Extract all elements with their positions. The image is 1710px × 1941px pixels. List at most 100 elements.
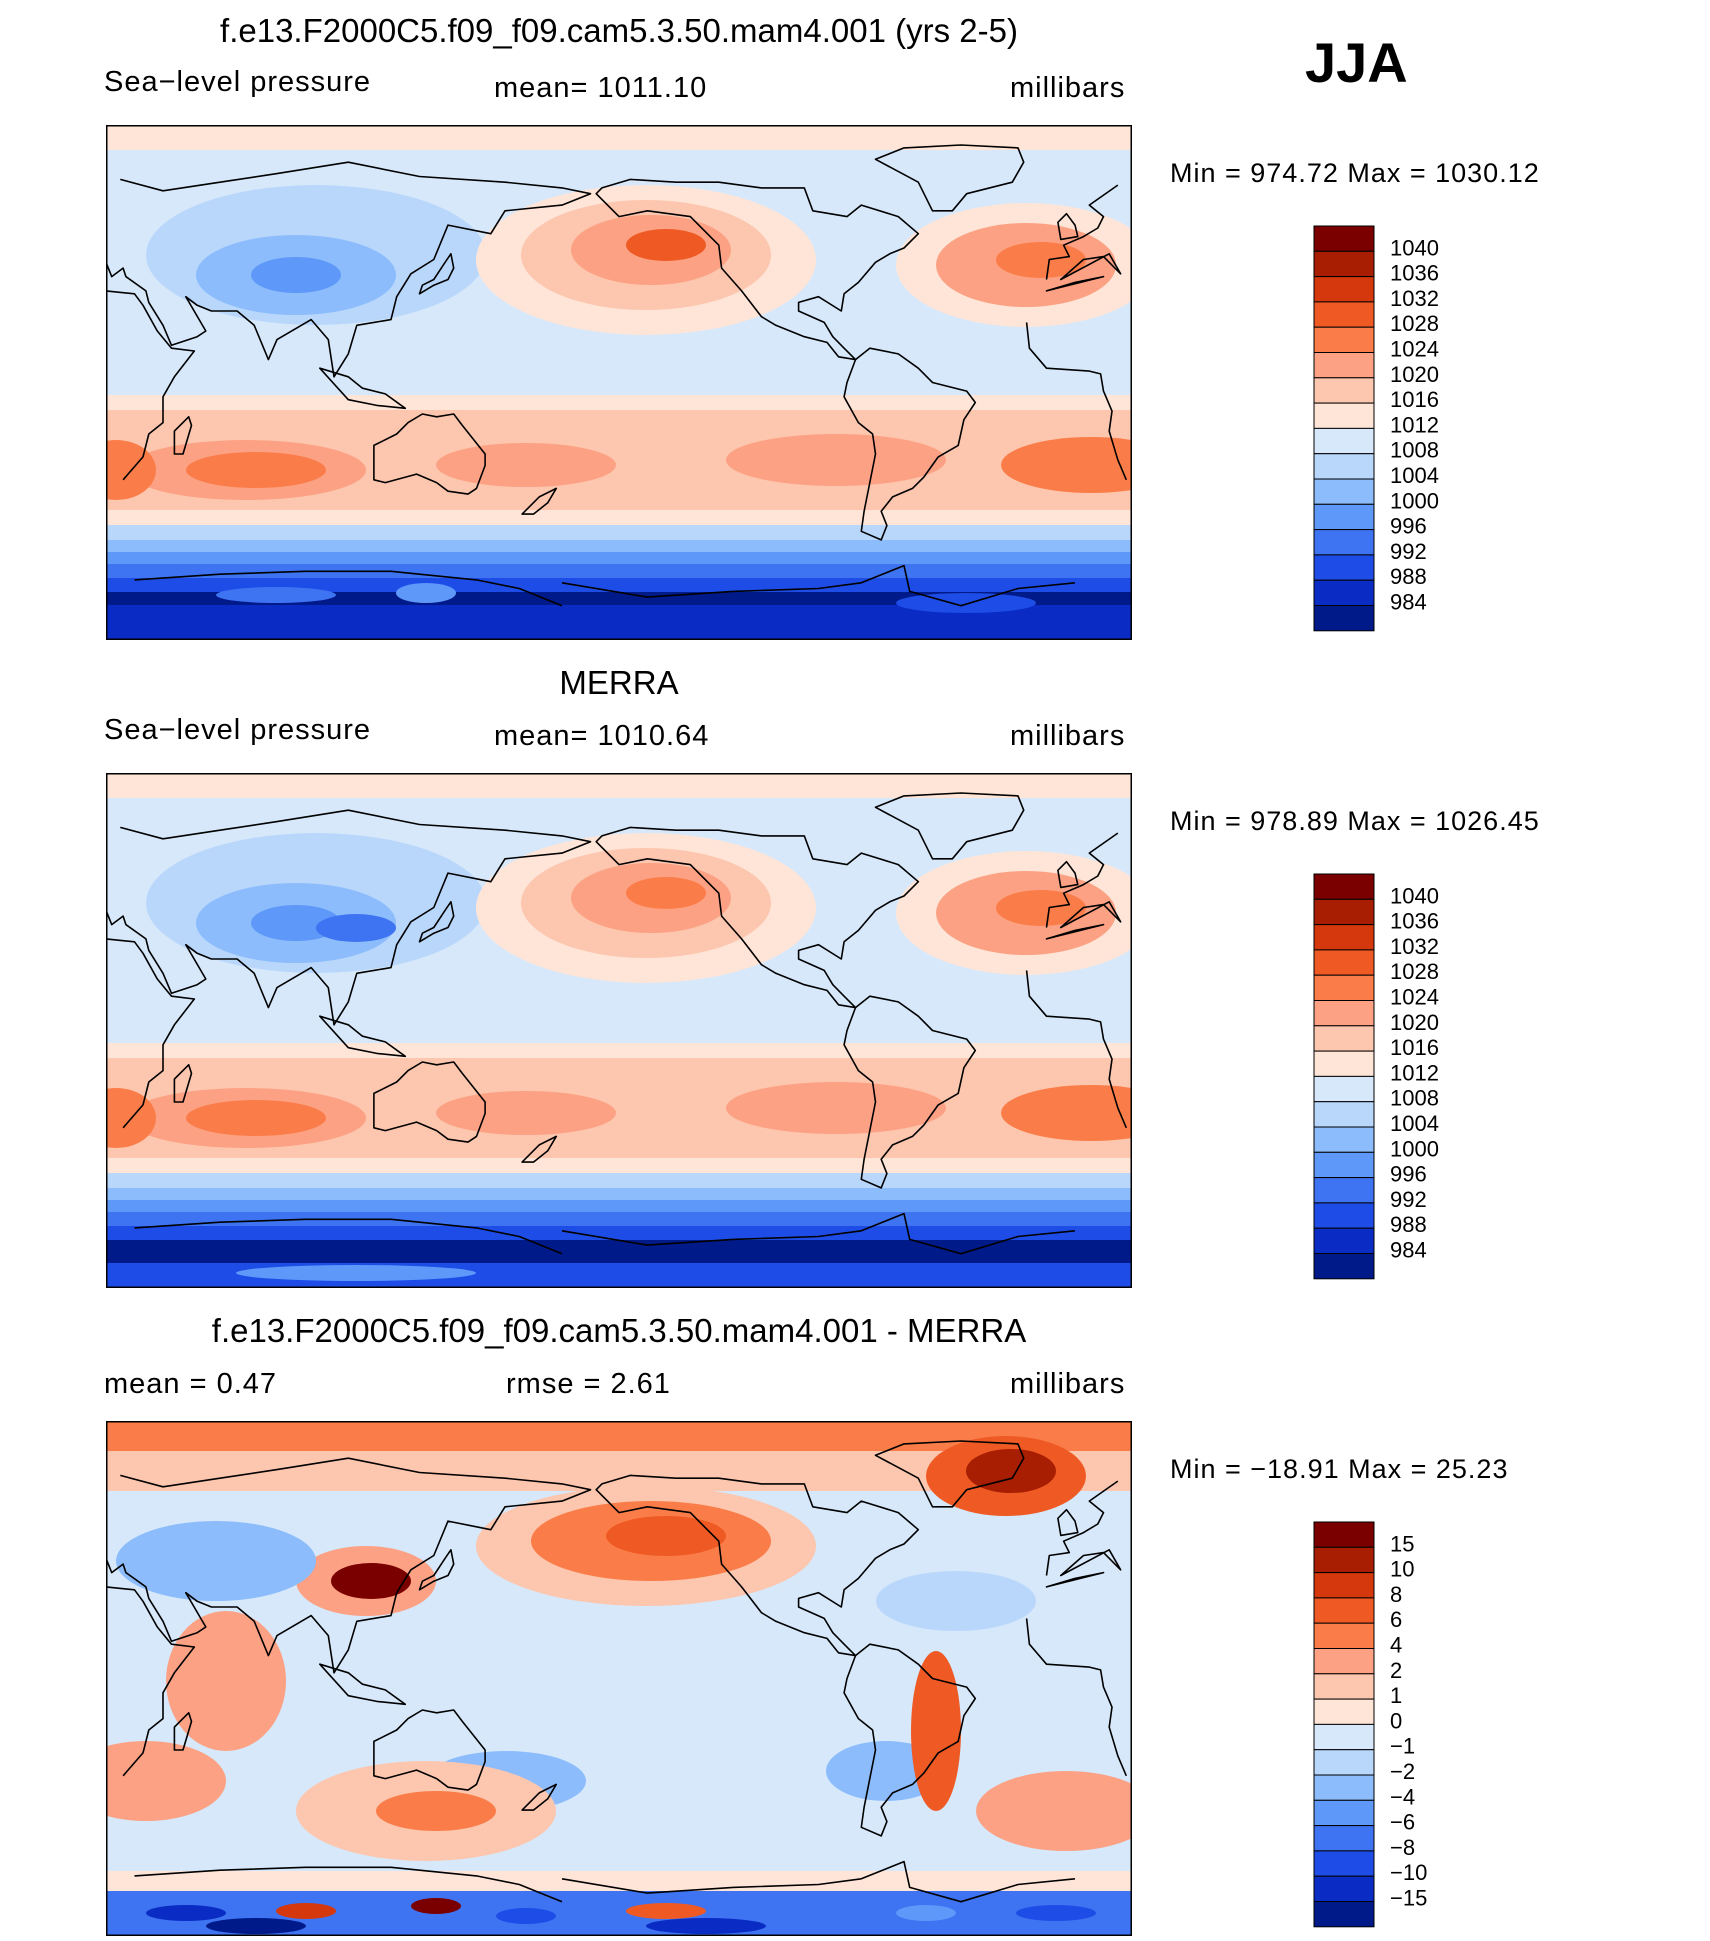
colorbar-box-10 [1313, 1774, 1375, 1801]
field-azores-high [996, 890, 1086, 926]
panel1-minmax-label: Min = 974.72 Max = 1030.12 [1170, 158, 1540, 188]
field-blob [216, 587, 336, 603]
season-label: JJA [1305, 31, 1408, 94]
coastline-japan [418, 1549, 455, 1591]
colorbar-tick-label: 1024 [1390, 337, 1439, 362]
panel2-minmax-label: Min = 978.89 Max = 1026.45 [1170, 806, 1540, 836]
coastline-madagascar [173, 1712, 193, 1751]
colorbar-box-2 [1313, 276, 1375, 303]
field-blob [896, 593, 1036, 613]
field-band [106, 1212, 1132, 1226]
colorbar-tick-label: 1004 [1390, 1111, 1439, 1136]
field-antarctic-noise [276, 1903, 336, 1919]
field-blob [376, 1791, 496, 1831]
coastline-north-america [595, 178, 920, 361]
coastline-new-zealand [521, 487, 558, 515]
colorbar-tick-label: 1016 [1390, 1035, 1439, 1060]
colorbar-box-7 [1313, 1050, 1375, 1077]
coastline-antarctica [134, 1212, 1076, 1255]
model-slp-map [106, 125, 1132, 640]
colorbar-box-0 [1313, 873, 1375, 900]
coastline-japan [418, 253, 455, 295]
colorbar-box-8 [1313, 1075, 1375, 1103]
model-colorbar: 1040103610321028102410201016101210081004… [1313, 225, 1439, 632]
field-tibet [331, 1563, 411, 1599]
colorbar-tick-label: 1016 [1390, 387, 1439, 412]
colorbar-box-3 [1313, 949, 1375, 976]
field-antarctic-noise [1016, 1905, 1096, 1921]
colorbar-box-10 [1313, 478, 1375, 505]
coastline-madagascar [173, 416, 193, 455]
coastline-south-america [843, 995, 977, 1189]
panel3-mean-label: mean = 0.47 [104, 1368, 278, 1400]
coastline-japan [418, 901, 455, 943]
coastline-europe-asia [106, 809, 1122, 1026]
colorbar-tick-label: 10 [1390, 1557, 1414, 1582]
colorbar-box-0 [1313, 1521, 1375, 1548]
colorbar-tick-label: 984 [1390, 590, 1427, 615]
coastline-indonesia [319, 367, 407, 410]
field-band [106, 564, 1132, 578]
colorbar-tick-label: 1000 [1390, 488, 1439, 513]
map-frame [106, 1421, 1132, 1936]
panel2-mean-label: mean= 1010.64 [494, 720, 710, 752]
field-blob [116, 1521, 316, 1601]
colorbar-box-12 [1313, 1177, 1375, 1204]
coastline-africa [106, 923, 1128, 1129]
field-band [106, 578, 1132, 592]
field-antarctic-noise [766, 1908, 846, 1924]
coastline-new-zealand [521, 1783, 558, 1811]
coastline-australia [373, 1709, 486, 1791]
colorbar-box-12 [1313, 1825, 1375, 1852]
field-azores-high [996, 242, 1086, 278]
field-south-high [436, 443, 616, 487]
field-blob [976, 1771, 1132, 1851]
colorbar-box-13 [1313, 554, 1375, 581]
coastline-europe-asia [106, 1457, 1122, 1674]
field-south-high [186, 1100, 326, 1136]
colorbar-tick-label: 1020 [1390, 362, 1439, 387]
colorbar-tick-label: 1012 [1390, 1060, 1439, 1085]
coastline-south-america [843, 1643, 977, 1837]
panel1-variable-label: Sea−level pressure [104, 66, 372, 98]
coastline-greenland [874, 144, 1025, 212]
colorbar-tick-label: 6 [1390, 1607, 1402, 1632]
colorbar-tick-label: 1028 [1390, 311, 1439, 336]
colorbar-box-7 [1313, 402, 1375, 429]
coastline-antarctica [134, 564, 1076, 607]
field-blob [876, 1571, 1036, 1631]
panel3-minmax-label: Min = −18.91 Max = 25.23 [1170, 1454, 1509, 1484]
colorbar-tick-label: −8 [1390, 1835, 1415, 1860]
merra-colorbar: 1040103610321028102410201016101210081004… [1313, 873, 1439, 1280]
coastline-south-america [843, 347, 977, 541]
merra-slp-map [106, 773, 1132, 1288]
colorbar-box-11 [1313, 1799, 1375, 1827]
colorbar-tick-label: 1032 [1390, 286, 1439, 311]
colorbar-box-3 [1313, 301, 1375, 328]
field-south-high [186, 452, 326, 488]
colorbar-box-8 [1313, 427, 1375, 455]
field-band [106, 1200, 1132, 1212]
field-south-high [726, 434, 946, 486]
colorbar-box-2 [1313, 924, 1375, 951]
colorbar-box-14 [1313, 1875, 1375, 1903]
colorbar-box-15 [1313, 605, 1375, 632]
colorbar-tick-label: 1008 [1390, 438, 1439, 463]
field-asian-low [316, 914, 396, 942]
colorbar-box-3 [1313, 1597, 1375, 1624]
field-south-high [726, 1082, 946, 1134]
field-band [106, 1871, 1132, 1891]
coastline-australia [373, 1061, 486, 1143]
colorbar-box-9 [1313, 453, 1375, 480]
coastline-australia [373, 413, 486, 495]
coastline-uk [1057, 212, 1079, 241]
coastline-greenland [874, 792, 1025, 860]
colorbar-tick-label: 1040 [1390, 235, 1439, 260]
field-antarctic-noise [626, 1903, 706, 1919]
colorbar-tick-label: 8 [1390, 1582, 1402, 1607]
field-band [106, 540, 1132, 552]
coastline-uk [1057, 1508, 1079, 1537]
colorbar-tick-label: 2 [1390, 1658, 1402, 1683]
coastline-africa [106, 1571, 1128, 1777]
